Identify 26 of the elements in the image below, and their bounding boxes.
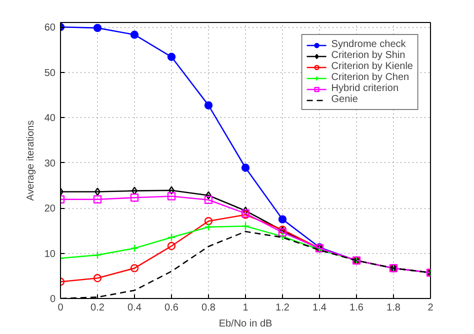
legend-label: Criterion by Chen	[331, 72, 410, 83]
y-tick-label: 30	[44, 158, 56, 170]
legend-label: Syndrome check	[331, 39, 406, 50]
x-tick-label: 0.2	[90, 302, 105, 314]
legend-label: Genie	[331, 94, 358, 105]
legend-label: Criterion by Kienle	[331, 61, 413, 72]
x-tick-label: 2	[428, 302, 434, 314]
y-tick-label: 40	[44, 113, 56, 124]
x-tick-label: 1.2	[276, 302, 290, 314]
x-axis-title: Eb/No in dB	[218, 318, 273, 330]
legend-label: Hybrid criterion	[331, 83, 399, 94]
y-axis-title: Average iterations	[25, 120, 36, 201]
legend-label: Criterion by Shin	[331, 50, 406, 61]
x-tick-label: 1	[242, 302, 249, 314]
x-tick-label: 0.8	[202, 302, 216, 314]
x-tick-label: 0.4	[128, 302, 142, 314]
y-tick-label: 50	[44, 68, 56, 79]
y-tick-label: 20	[44, 204, 56, 215]
x-tick-label: 1.8	[386, 302, 401, 314]
x-tick-label: 1.6	[350, 302, 364, 314]
y-tick-label: 10	[44, 248, 56, 260]
x-tick-label: 1.4	[312, 302, 327, 314]
y-tick-label: 60	[44, 22, 56, 34]
x-tick-label: 0.6	[164, 302, 179, 314]
x-tick-label: 0	[58, 302, 64, 314]
y-tick-label: 0	[50, 294, 56, 305]
